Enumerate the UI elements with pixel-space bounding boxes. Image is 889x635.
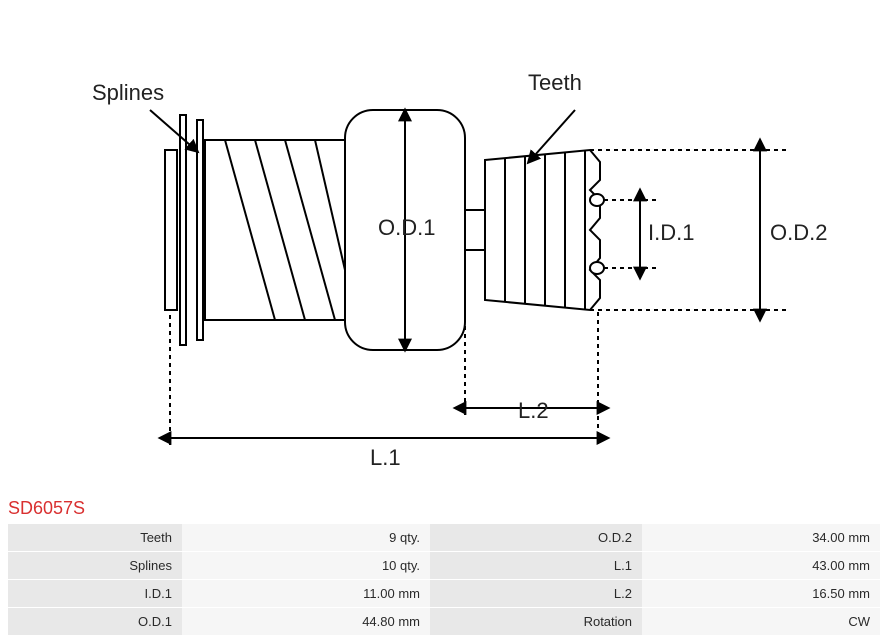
table-row: Splines 10 qty. L.1 43.00 mm: [8, 552, 881, 579]
spec-value: 16.50 mm: [642, 580, 880, 607]
spec-value: 10 qty.: [182, 552, 430, 579]
spec-value: 34.00 mm: [642, 524, 880, 551]
spec-label: O.D.1: [8, 608, 182, 635]
diagram-svg: Splines Teeth O.D.1 I.D.1 O.D.2 L.1 L.2: [0, 0, 889, 490]
part-number: SD6057S: [8, 498, 85, 519]
spec-label: Rotation: [430, 608, 642, 635]
label-splines: Splines: [92, 80, 164, 105]
spec-value: 43.00 mm: [642, 552, 880, 579]
spec-value: CW: [642, 608, 880, 635]
dim-l2: L.2: [518, 398, 549, 423]
table-row: O.D.1 44.80 mm Rotation CW: [8, 608, 881, 635]
spec-label: O.D.2: [430, 524, 642, 551]
page: Splines Teeth O.D.1 I.D.1 O.D.2 L.1 L.2 …: [0, 0, 889, 634]
table-row: I.D.1 11.00 mm L.2 16.50 mm: [8, 580, 881, 607]
spec-label: L.1: [430, 552, 642, 579]
spec-value: 11.00 mm: [182, 580, 430, 607]
dim-od2: O.D.2: [770, 220, 827, 245]
spec-label: Teeth: [8, 524, 182, 551]
technical-diagram: Splines Teeth O.D.1 I.D.1 O.D.2 L.1 L.2: [0, 0, 889, 490]
spec-table: Teeth 9 qty. O.D.2 34.00 mm Splines 10 q…: [8, 524, 881, 635]
dim-od1: O.D.1: [378, 215, 435, 240]
dim-l1: L.1: [370, 445, 401, 470]
spec-value: 44.80 mm: [182, 608, 430, 635]
label-teeth: Teeth: [528, 70, 582, 95]
spec-value: 9 qty.: [182, 524, 430, 551]
table-row: Teeth 9 qty. O.D.2 34.00 mm: [8, 524, 881, 551]
spec-label: I.D.1: [8, 580, 182, 607]
spec-label: L.2: [430, 580, 642, 607]
spec-label: Splines: [8, 552, 182, 579]
dim-id1: I.D.1: [648, 220, 694, 245]
